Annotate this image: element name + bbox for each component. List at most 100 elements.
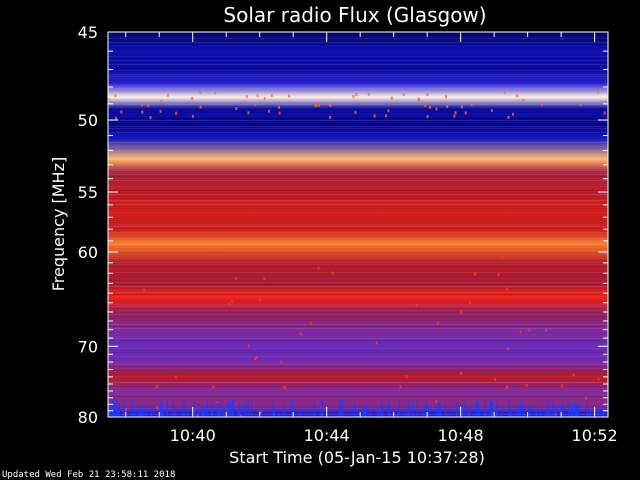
noise-streak [229, 411, 231, 417]
burst-speckle [331, 271, 334, 275]
noise-streak [489, 399, 491, 417]
noise-streak [515, 404, 517, 417]
texture-line [108, 242, 608, 243]
texture-line [108, 210, 608, 211]
noise-streak [198, 411, 200, 417]
burst-speckle [143, 288, 146, 292]
texture-line [108, 324, 608, 325]
burst-speckle [191, 97, 194, 100]
burst-speckle [278, 111, 281, 115]
texture-line [108, 172, 608, 173]
texture-line [108, 42, 608, 43]
burst-speckle [258, 298, 261, 302]
texture-line [108, 286, 608, 287]
burst-speckle [124, 408, 127, 412]
noise-streak [388, 403, 390, 417]
texture-line [108, 110, 608, 111]
x-tick-label: 10:44 [304, 426, 350, 445]
burst-speckle [572, 373, 575, 377]
texture-line [108, 376, 608, 377]
texture-line [108, 218, 608, 219]
texture-line [108, 268, 608, 269]
texture-line [108, 134, 608, 135]
noise-streak [408, 401, 410, 417]
burst-speckle [283, 385, 286, 389]
texture-line [108, 122, 608, 123]
noise-streak [439, 402, 441, 417]
burst-speckle [405, 374, 408, 378]
noise-streak [509, 411, 511, 417]
texture-line [108, 178, 608, 179]
noise-streak [342, 399, 344, 417]
texture-line [108, 36, 608, 37]
noise-streak [496, 402, 498, 417]
burst-speckle [352, 95, 355, 99]
texture-line [108, 120, 608, 121]
burst-speckle [490, 109, 493, 113]
noise-streak [412, 412, 414, 417]
texture-line [108, 372, 608, 373]
noise-streak [377, 407, 379, 417]
y-tick-label: 45 [78, 23, 98, 42]
texture-line [108, 382, 608, 383]
noise-streak [462, 404, 464, 417]
texture-line [108, 298, 608, 299]
burst-speckle [460, 371, 463, 375]
burst-speckle [120, 110, 123, 114]
burst-speckle [115, 116, 118, 120]
noise-streak [218, 412, 221, 417]
burst-speckle [231, 299, 234, 303]
noise-streak [237, 411, 239, 417]
texture-line [108, 34, 608, 35]
noise-streak [436, 406, 438, 417]
texture-line [108, 116, 608, 117]
noise-streak [398, 399, 400, 417]
texture-line [108, 280, 608, 281]
noise-streak [380, 401, 383, 417]
texture-line [108, 168, 608, 169]
texture-line [108, 274, 608, 275]
noise-streak [365, 406, 367, 417]
texture-line [108, 370, 608, 371]
burst-speckle [597, 377, 600, 381]
texture-line [108, 240, 608, 241]
burst-speckle [214, 91, 217, 95]
x-tick-label: 10:52 [572, 426, 618, 445]
noise-streak [320, 409, 322, 417]
noise-streak [244, 401, 246, 417]
noise-streak [519, 400, 521, 417]
texture-line [108, 74, 608, 75]
texture-line [108, 276, 608, 277]
burst-speckle [525, 384, 528, 387]
burst-speckle [114, 94, 117, 98]
texture-line [108, 278, 608, 279]
noise-streak [182, 409, 184, 417]
burst-speckle [108, 98, 110, 102]
texture-line [108, 314, 608, 315]
noise-streak [589, 410, 591, 417]
texture-line [108, 182, 608, 183]
noise-streak [549, 412, 552, 417]
texture-line [108, 334, 608, 335]
noise-streak [574, 402, 576, 417]
texture-line [108, 230, 608, 231]
texture-line [108, 380, 608, 381]
noise-streak [425, 402, 427, 417]
burst-speckle [329, 103, 332, 107]
texture-line [108, 404, 608, 405]
noise-streak [447, 412, 449, 417]
noise-streak [194, 402, 196, 417]
texture-line [108, 234, 608, 235]
noise-streak [273, 410, 276, 417]
texture-line [108, 154, 608, 155]
burst-speckle [464, 111, 467, 115]
y-tick-label: 50 [78, 111, 98, 130]
x-axis: 10:40 10:44 10:48 10:52 [125, 32, 618, 445]
noise-streak [517, 406, 520, 417]
burst-speckle [141, 103, 144, 107]
burst-speckle [507, 115, 510, 119]
texture-line [108, 346, 608, 347]
texture-line [108, 364, 608, 365]
noise-streak [571, 403, 573, 417]
texture-line [108, 94, 608, 95]
